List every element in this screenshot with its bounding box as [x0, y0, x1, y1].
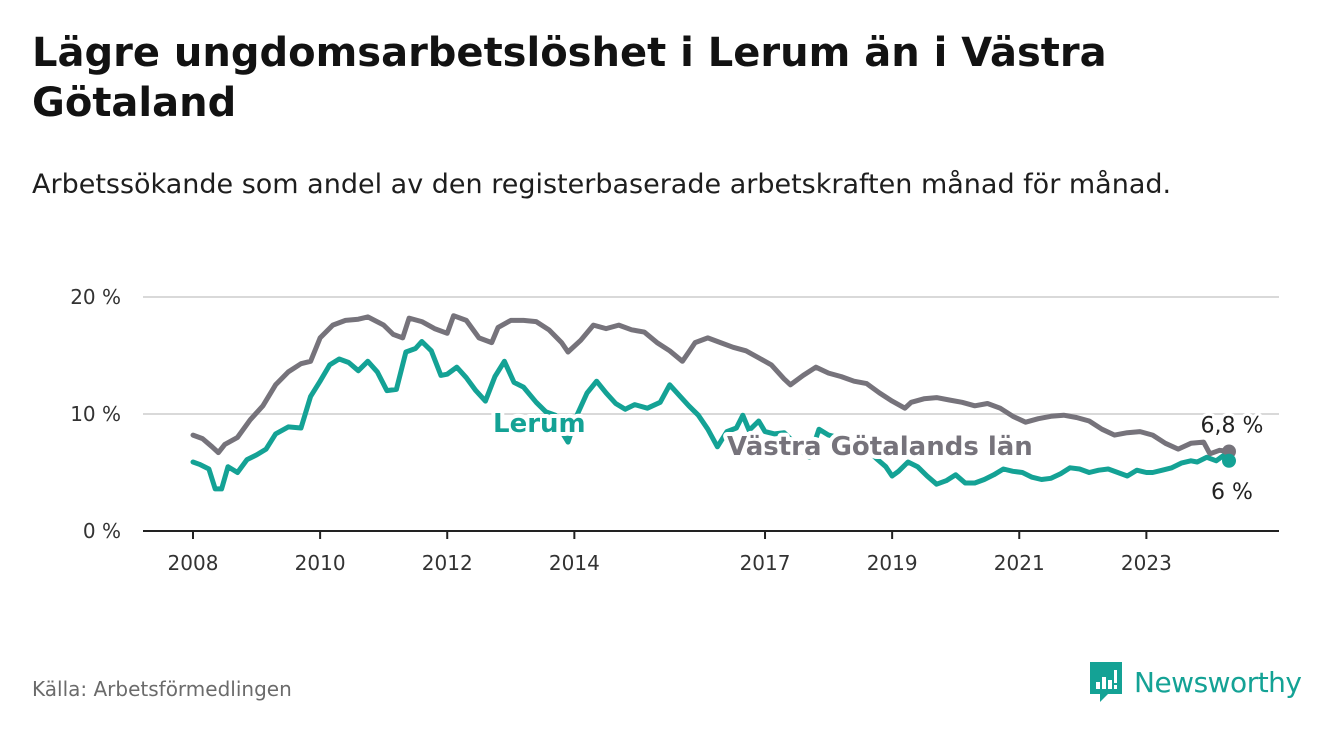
end-point-lerum	[1222, 453, 1236, 468]
series-lines	[190, 313, 1236, 492]
x-tick-label: 2023	[1121, 551, 1172, 575]
series-line-lerum	[190, 339, 1232, 492]
y-tick-label: 10 %	[70, 402, 121, 426]
series-label-region: Västra Götalands län	[727, 432, 1033, 462]
series-label-lerum: Lerum	[493, 409, 586, 439]
series-line-region	[190, 313, 1232, 457]
source-note: Källa: Arbetsförmedlingen	[32, 677, 292, 701]
x-tick-label: 2017	[740, 551, 791, 575]
brand-name: Newsworthy	[1134, 665, 1302, 699]
x-tick-label: 2012	[422, 551, 473, 575]
end-value-label-lerum: 6 %	[1211, 480, 1253, 505]
y-tick-label: 20 %	[70, 285, 121, 309]
y-tick-label: 0 %	[83, 519, 121, 543]
brand-logo[interactable]: Newsworthy	[1088, 660, 1302, 704]
x-tick-label: 2014	[549, 551, 600, 575]
series-labels: Lerum Västra Götalands län 6,8 % 6 %	[489, 405, 1266, 508]
x-tick-label: 2019	[867, 551, 918, 575]
newsworthy-logo-icon	[1090, 662, 1122, 702]
x-tick-label: 2010	[295, 551, 346, 575]
x-axis-ticks: 2008 2010 2012 2014 2017 2019 2021 2023	[168, 531, 1172, 575]
x-tick-label: 2008	[168, 551, 219, 575]
gridlines	[143, 296, 1279, 532]
chart-subtitle: Arbetssökande som andel av den registerb…	[32, 169, 1172, 200]
x-tick-label: 2021	[994, 551, 1045, 575]
y-axis-ticks: 0 % 10 % 20 %	[70, 285, 121, 543]
chart-title: Lägre ungdomsarbetslöshet i Lerum än i V…	[32, 30, 1107, 126]
end-value-label-region: 6,8 %	[1201, 413, 1264, 438]
line-chart: 0 % 10 % 20 % 2008 2010 2012 2014 2017 2019 2021…	[70, 285, 1279, 575]
